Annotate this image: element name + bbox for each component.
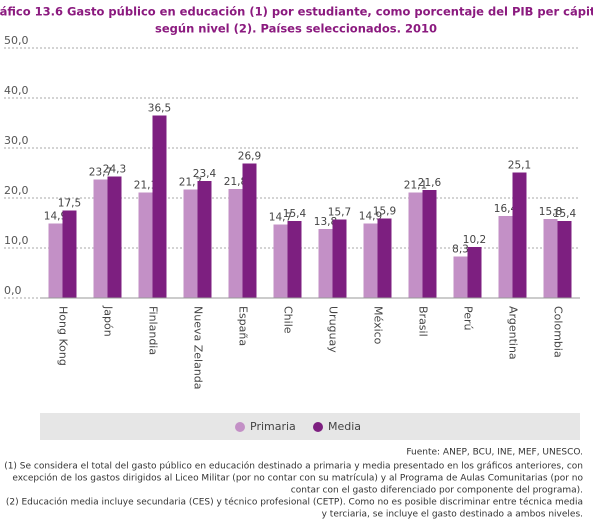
value-label: 13,8: [314, 216, 337, 228]
x-tick-label: Argentina: [507, 306, 520, 360]
legend-box: [40, 413, 580, 440]
bar: [107, 176, 122, 298]
footnote: (2) Educación media incluye secundaria (…: [6, 497, 583, 508]
y-tick-label: 10,0: [4, 234, 29, 247]
x-tick-label: México: [372, 306, 385, 345]
value-label: 26,9: [238, 151, 261, 163]
value-label: 14,9: [44, 211, 67, 223]
chart-title: según nivel (2). Países seleccionados. 2…: [155, 22, 437, 36]
value-label: 24,3: [103, 164, 126, 176]
bar: [138, 192, 153, 298]
bar: [318, 229, 333, 298]
x-tick-label: Nueva Zelanda: [192, 306, 205, 390]
bar: [228, 189, 243, 298]
value-label: 17,5: [58, 198, 81, 210]
y-tick-label: 0,0: [4, 284, 22, 297]
value-label: 10,2: [463, 234, 486, 246]
bar: [152, 115, 167, 298]
bar: [48, 223, 63, 298]
x-tick-label: Brasil: [417, 306, 430, 337]
x-tick-label: Uruguay: [327, 306, 340, 353]
x-tick-label: España: [237, 306, 250, 346]
x-tick-label: Japón: [102, 305, 115, 337]
y-tick-label: 40,0: [4, 84, 29, 97]
bar: [242, 163, 257, 298]
value-label: 21,1: [134, 180, 157, 192]
bar: [557, 221, 572, 298]
bar: [498, 216, 513, 298]
value-label: 16,4: [494, 203, 518, 215]
bar: [453, 256, 468, 298]
x-tick-label: Colombia: [552, 306, 565, 358]
value-label: 8,3: [452, 244, 469, 256]
bar: [197, 181, 212, 298]
x-tick-label: Finlandia: [147, 306, 160, 355]
footnote: y terciaria, se incluye el gasto destina…: [322, 510, 583, 520]
value-label: 36,5: [148, 103, 171, 115]
bar: [512, 172, 527, 298]
bar: [408, 192, 423, 298]
y-tick-label: 20,0: [4, 184, 29, 197]
chart-title: Gráfico 13.6 Gasto público en educación …: [0, 5, 593, 19]
footnote: contar con el gasto diferenciado por com…: [291, 486, 583, 496]
bar: [332, 219, 347, 298]
bar: [287, 221, 302, 298]
bar: [467, 247, 482, 298]
value-label: 15,9: [373, 206, 396, 218]
x-tick-label: Hong Kong: [57, 306, 70, 366]
footnote: excepción de los gastos dirigidos al Lic…: [12, 473, 583, 484]
y-tick-label: 50,0: [4, 34, 29, 47]
value-label: 23,4: [193, 168, 217, 180]
value-label: 23,7: [89, 167, 112, 179]
bar: [183, 189, 198, 298]
x-tick-label: Chile: [282, 306, 295, 334]
value-label: 21,7: [179, 177, 202, 189]
value-label: 25,1: [508, 160, 531, 172]
bar: [62, 210, 77, 298]
legend-label: Primaria: [250, 420, 296, 433]
value-label: 21,6: [418, 177, 442, 189]
bar: [422, 190, 437, 298]
value-label: 14,9: [359, 211, 382, 223]
bar: [273, 224, 288, 298]
bar: [377, 218, 392, 298]
value-label: 21,1: [404, 180, 427, 192]
legend-swatch: [235, 422, 245, 432]
bar: [93, 179, 108, 298]
value-label: 15,8: [539, 206, 562, 218]
value-label: 15,4: [283, 208, 307, 220]
bar: [363, 223, 378, 298]
value-label: 14,7: [269, 212, 292, 224]
bar: [543, 219, 558, 298]
x-tick-label: Perú: [462, 306, 475, 331]
value-label: 15,4: [553, 208, 577, 220]
legend-label: Media: [328, 420, 361, 433]
y-tick-label: 30,0: [4, 134, 29, 147]
value-label: 15,7: [328, 207, 351, 219]
value-label: 21,8: [224, 176, 247, 188]
source: Fuente: ANEP, BCU, INE, MEF, UNESCO.: [406, 448, 583, 458]
footnote: (1) Se considera el total del gasto públ…: [4, 461, 583, 472]
legend-swatch: [313, 422, 323, 432]
